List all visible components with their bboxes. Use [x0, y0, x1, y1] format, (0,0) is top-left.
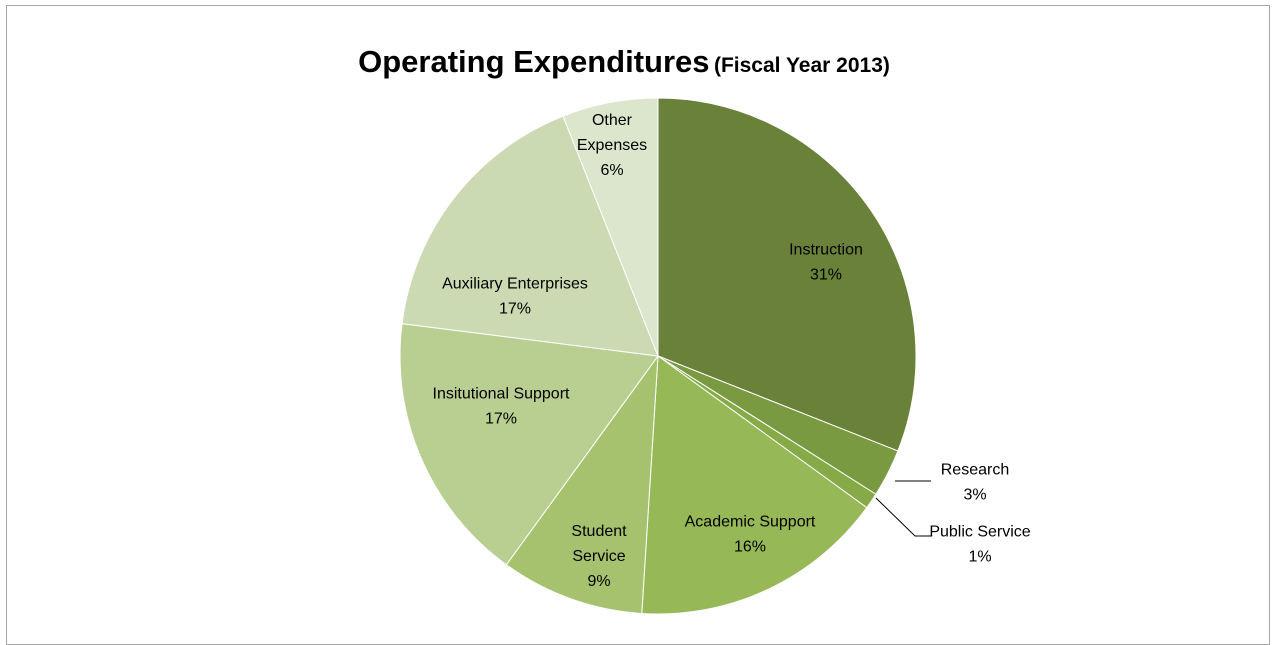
data-label-insitutional-support: Insitutional Support 17%: [433, 386, 571, 428]
pie-slice-student-service: [505, 354, 659, 615]
pie-slice-other-expenses: [562, 97, 659, 357]
data-label-other-expenses: Other Expenses 6%: [577, 112, 647, 179]
pie-slice-instruction: [657, 97, 917, 452]
pie-slice-academic-support: [641, 355, 868, 615]
pie-chart: Instruction 31% Research 3% Public Service 1%…: [399, 97, 1031, 615]
pie-slice-auxiliary-enterprises: [401, 115, 659, 357]
data-label-public-service: Public Service 1%: [929, 524, 1030, 566]
data-label-instruction: Instruction 31%: [789, 242, 863, 284]
chart-title: Operating Expenditures (Fiscal Year 2013…: [7, 44, 1241, 80]
chart-title-subtitle: (Fiscal Year 2013): [713, 54, 890, 77]
pie-slice-insitutional-support: [399, 323, 659, 566]
data-label-academic-support: Academic Support 16%: [685, 514, 816, 556]
chart-title-main: Operating Expenditures: [358, 44, 710, 79]
data-label-research: Research 3%: [941, 462, 1009, 504]
data-label-student-service: Student Service 9%: [571, 523, 627, 590]
leader-line-public-service: [875, 497, 931, 537]
data-label-auxiliary-enterprises: Auxiliary Enterprises 17%: [442, 276, 588, 318]
